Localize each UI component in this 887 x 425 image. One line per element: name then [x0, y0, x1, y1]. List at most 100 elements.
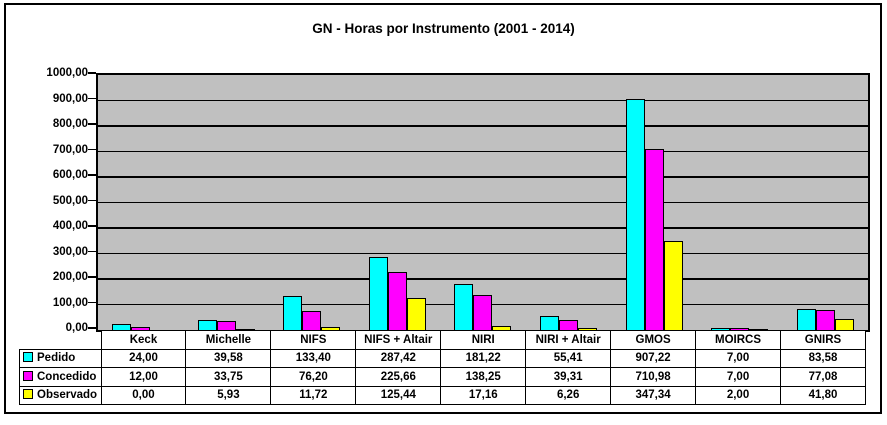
value-cell: 39,31	[525, 367, 612, 387]
gridline	[98, 252, 868, 255]
value-cell: 6,26	[525, 385, 612, 405]
y-tick-label: 1000,00	[46, 67, 88, 79]
legend-cell: Concedido	[19, 367, 102, 387]
gridline	[98, 99, 868, 102]
value-cell: 2,00	[695, 385, 781, 405]
y-axis-tick	[88, 174, 96, 176]
table-row: Observado 0,00 5,93 11,72 125,44 17,16 6,26 347…	[19, 385, 866, 405]
value-cell: 83,58	[780, 348, 866, 368]
gridline	[98, 125, 868, 127]
y-tick-label: 600,00	[52, 169, 88, 181]
bar-group	[526, 75, 612, 330]
bar-pedido	[368, 256, 388, 330]
category-header-cell: GMOS	[610, 330, 697, 350]
y-axis-tick	[88, 225, 96, 227]
chart-title: GN - Horas por Instrumento (2001 - 2014)	[312, 21, 575, 36]
value-cell: 41,80	[780, 385, 866, 405]
value-cell: 12,00	[100, 367, 187, 387]
legend-cell: Pedido	[19, 348, 102, 368]
value-cell: 907,22	[610, 348, 697, 368]
bar-pedido	[112, 323, 132, 330]
bar-pedido	[625, 98, 645, 330]
data-table: Keck Michelle NIFS NIFS + Altair NIRI NIRI + …	[19, 330, 866, 405]
bar-concedido	[131, 326, 151, 330]
value-cell: 138,25	[440, 367, 527, 387]
table-row: Pedido 24,00 39,58 133,40 287,42 181,22 55,41 9…	[19, 348, 866, 368]
value-cell: 710,98	[610, 367, 697, 387]
value-cell: 77,08	[780, 367, 866, 387]
table-header-row: Keck Michelle NIFS NIFS + Altair NIRI NIRI + …	[20, 330, 866, 350]
bar-pedido	[454, 283, 474, 330]
value-cell: 17,16	[440, 385, 527, 405]
bar-concedido	[387, 272, 407, 330]
bar-group	[355, 75, 441, 330]
value-cell: 287,42	[355, 348, 442, 368]
legend-swatch-icon	[23, 352, 33, 363]
bar-group	[269, 75, 355, 330]
category-header-cell: GNIRS	[780, 330, 866, 350]
value-cell: 347,34	[610, 385, 697, 405]
bar-group	[184, 75, 270, 330]
bar-observado	[578, 328, 598, 330]
gridline	[98, 227, 868, 229]
bar-group	[611, 75, 697, 330]
bar-group	[440, 75, 526, 330]
value-cell: 7,00	[695, 348, 781, 368]
bar-pedido	[711, 328, 731, 330]
gridline	[98, 201, 868, 204]
bar-concedido	[644, 148, 664, 330]
gridline	[98, 150, 868, 153]
y-axis-tick	[88, 123, 96, 125]
bar-concedido	[473, 294, 493, 330]
y-tick-label: 200,00	[52, 271, 88, 283]
value-cell: 7,00	[695, 367, 781, 387]
category-header-cell: NIFS + Altair	[355, 330, 442, 350]
value-cell: 125,44	[355, 385, 442, 405]
category-header-cell: NIRI + Altair	[525, 330, 612, 350]
bar-concedido	[730, 328, 750, 330]
gridline	[98, 176, 868, 178]
y-axis-tick	[88, 199, 96, 202]
bar-observado	[663, 241, 683, 330]
legend-label: Concedido	[37, 370, 97, 383]
bar-group	[697, 75, 783, 330]
y-tick-label: 500,00	[52, 194, 88, 207]
value-cell: 133,40	[270, 348, 357, 368]
legend-label: Observado	[37, 389, 98, 402]
gridline	[98, 278, 868, 280]
bar-pedido	[796, 308, 816, 330]
value-cell: 76,20	[270, 367, 357, 387]
value-cell: 5,93	[185, 385, 272, 405]
legend-swatch-icon	[23, 370, 33, 381]
bar-concedido	[302, 310, 322, 330]
y-axis-tick	[88, 97, 96, 100]
y-tick-label: 400,00	[52, 220, 88, 232]
value-cell: 181,22	[440, 348, 527, 368]
bar-observado	[749, 329, 769, 330]
bar-observado	[321, 327, 341, 330]
category-header-cell: Keck	[100, 330, 187, 350]
y-axis-tick	[88, 72, 96, 74]
y-tick-label: 900,00	[52, 92, 88, 105]
bar-pedido	[540, 315, 560, 330]
value-cell: 55,41	[525, 348, 612, 368]
y-axis-tick	[88, 250, 96, 253]
y-tick-label: 700,00	[52, 143, 88, 156]
bar-observado	[406, 298, 426, 330]
plot-area	[96, 73, 870, 332]
value-cell: 225,66	[355, 367, 442, 387]
table-corner-cell	[20, 331, 102, 350]
value-cell: 24,00	[100, 348, 187, 368]
bar-pedido	[283, 295, 303, 330]
table-row: Concedido 12,00 33,75 76,20 225,66 138,25 39,3…	[19, 367, 866, 387]
category-header-cell: MOIRCS	[695, 330, 781, 350]
y-axis-tick	[88, 301, 96, 304]
value-cell: 0,00	[100, 385, 187, 405]
bar-pedido	[197, 319, 217, 330]
category-header-cell: Michelle	[185, 330, 272, 350]
value-cell: 39,58	[185, 348, 272, 368]
bar-concedido	[216, 321, 236, 330]
value-cell: 33,75	[185, 367, 272, 387]
bar-observado	[492, 325, 512, 330]
